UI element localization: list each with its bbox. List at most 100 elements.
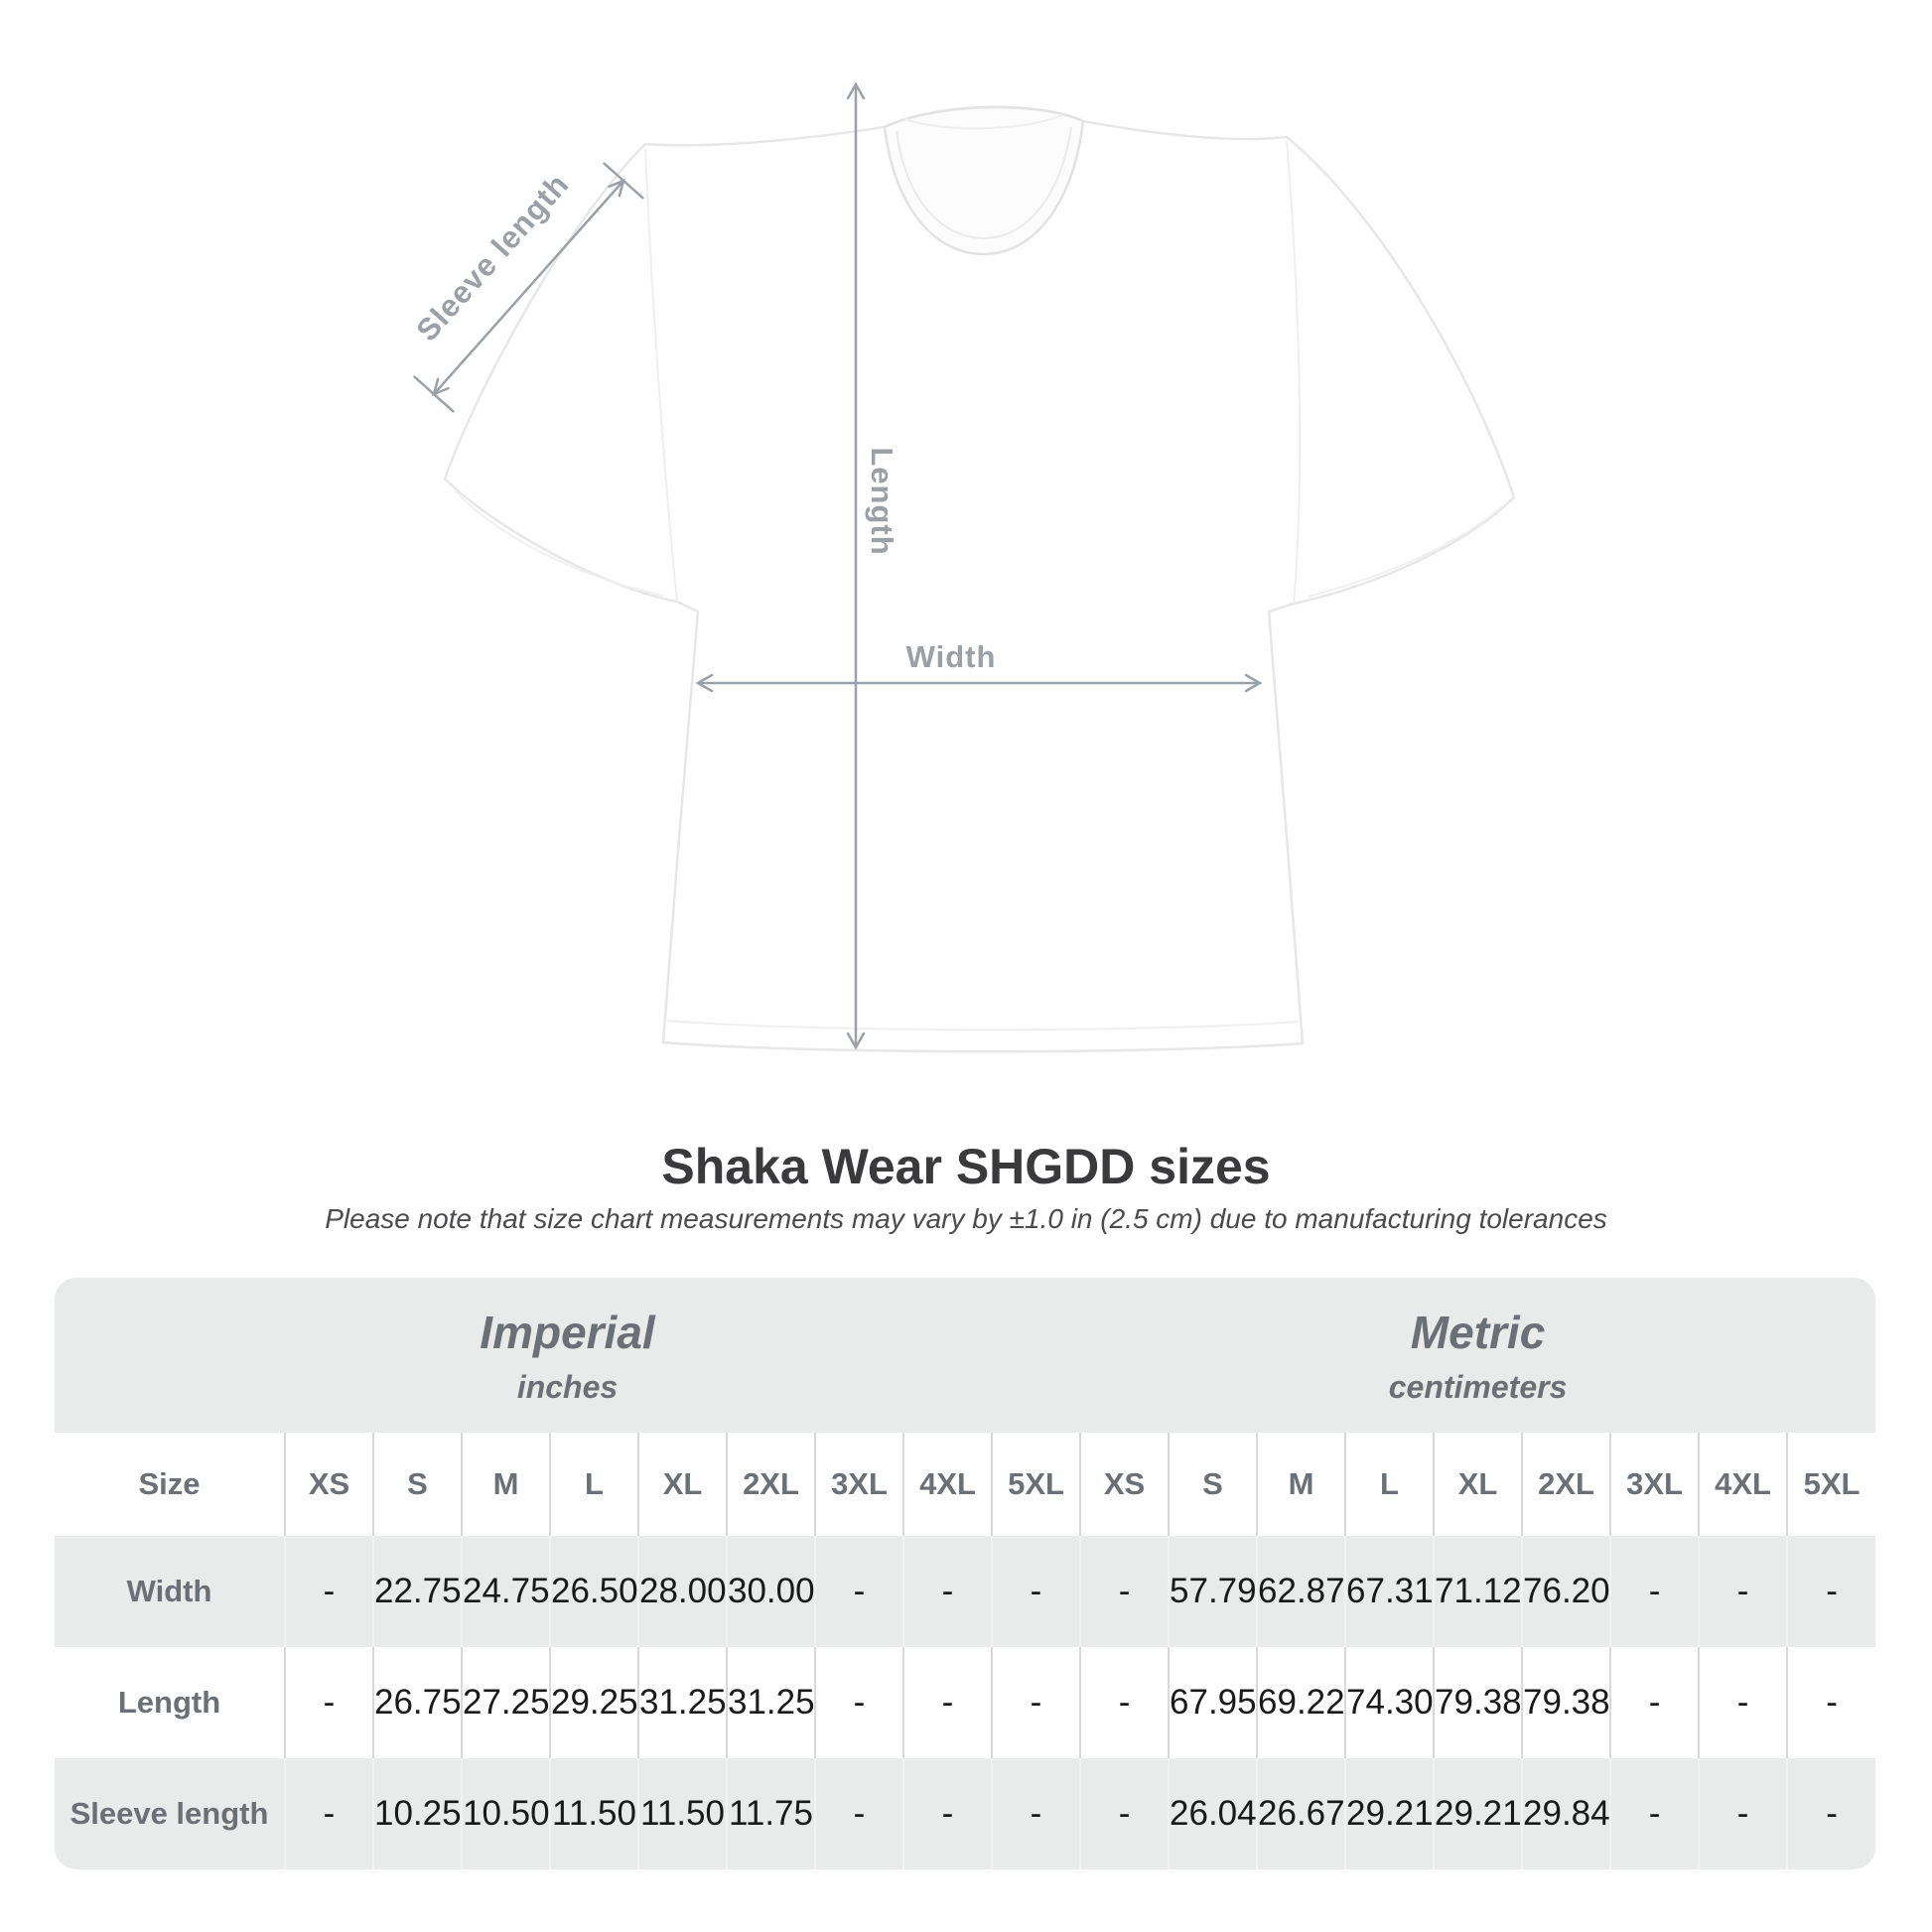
size-header-metric-3xl: 3XL — [1609, 1433, 1700, 1536]
right-sleeve-stitch — [1307, 505, 1503, 598]
width-metric-4xl: - — [1698, 1536, 1788, 1647]
width-arrow — [695, 673, 1263, 693]
length-row: Length - 26.75 27.25 29.25 31.25 31.25 -… — [55, 1647, 1875, 1758]
size-header-metric-5xl: 5XL — [1786, 1433, 1875, 1536]
length-metric-m: 69.22 — [1256, 1647, 1346, 1758]
width-metric-5xl: - — [1786, 1536, 1875, 1647]
sleeve-metric-xl: 29.21 — [1433, 1758, 1523, 1869]
sleeve-imperial-m: 10.50 — [461, 1758, 550, 1869]
left-sleeve-stitch — [454, 489, 664, 597]
width-row: Width - 22.75 24.75 26.50 28.00 30.00 - … — [55, 1536, 1875, 1647]
size-header-imperial-xl: XL — [637, 1433, 727, 1536]
sleeve-metric-xs: - — [1079, 1758, 1170, 1869]
width-imperial-3xl: - — [814, 1536, 903, 1647]
length-metric-4xl: - — [1698, 1647, 1788, 1758]
size-header-imperial-s: S — [372, 1433, 462, 1536]
width-imperial-l: 26.50 — [549, 1536, 638, 1647]
length-imperial-2xl: 31.25 — [726, 1647, 815, 1758]
imperial-unit-label: inches — [516, 1368, 619, 1405]
size-header-imperial-5xl: 5XL — [990, 1433, 1081, 1536]
width-metric-s: 57.79 — [1168, 1536, 1258, 1647]
sleeve-metric-l: 29.21 — [1344, 1758, 1435, 1869]
sleeve-imperial-3xl: - — [814, 1758, 903, 1869]
metric-group-header: Metric centimeters — [1080, 1278, 1875, 1433]
width-metric-2xl: 76.20 — [1521, 1536, 1611, 1647]
sleeve-imperial-2xl: 11.75 — [726, 1758, 815, 1869]
size-header-metric-4xl: 4XL — [1698, 1433, 1788, 1536]
length-imperial-4xl: - — [902, 1647, 992, 1758]
size-header-imperial-xs: XS — [284, 1433, 373, 1536]
width-imperial-xl: 28.00 — [637, 1536, 727, 1647]
right-sleeve-seam — [1286, 140, 1302, 605]
size-header-imperial-m: M — [461, 1433, 550, 1536]
length-label: Length — [865, 447, 899, 555]
sleeve-metric-4xl: - — [1698, 1758, 1788, 1869]
width-metric-l: 67.31 — [1344, 1536, 1435, 1647]
width-imperial-m: 24.75 — [461, 1536, 550, 1647]
sleeve-length-row: Sleeve length - 10.25 10.50 11.50 11.50 … — [55, 1758, 1875, 1869]
size-header-metric-xl: XL — [1433, 1433, 1523, 1536]
size-header-metric-xs: XS — [1079, 1433, 1170, 1536]
sleeve-metric-2xl: 29.84 — [1521, 1758, 1611, 1869]
sleeve-metric-3xl: - — [1609, 1758, 1700, 1869]
size-header-imperial-3xl: 3XL — [814, 1433, 903, 1536]
length-imperial-5xl: - — [990, 1647, 1081, 1758]
length-metric-xs: - — [1079, 1647, 1170, 1758]
sleeve-metric-s: 26.04 — [1168, 1758, 1258, 1869]
width-row-label: Width — [126, 1574, 212, 1608]
sleeve-metric-m: 26.67 — [1256, 1758, 1346, 1869]
length-metric-l: 74.30 — [1344, 1647, 1435, 1758]
length-metric-xl: 79.38 — [1433, 1647, 1523, 1758]
imperial-group-header: Imperial inches — [55, 1278, 1080, 1433]
sleeve-imperial-5xl: - — [990, 1758, 1081, 1869]
length-row-label: Length — [117, 1685, 221, 1720]
size-header-metric-m: M — [1256, 1433, 1346, 1536]
width-imperial-xs: - — [284, 1536, 373, 1647]
length-imperial-s: 26.75 — [372, 1647, 462, 1758]
unit-band-row: Imperial inches Metric centimeters — [55, 1278, 1875, 1433]
length-metric-5xl: - — [1786, 1647, 1875, 1758]
length-imperial-m: 27.25 — [461, 1647, 550, 1758]
size-header-imperial-l: L — [549, 1433, 638, 1536]
width-label: Width — [906, 639, 997, 674]
tshirt-diagram: Length Width Sleeve length — [409, 81, 1516, 1053]
size-header-imperial-2xl: 2XL — [726, 1433, 815, 1536]
width-metric-xl: 71.12 — [1433, 1536, 1523, 1647]
sleeve-row-label: Sleeve length — [69, 1796, 269, 1831]
width-metric-m: 62.87 — [1256, 1536, 1346, 1647]
sleeve-imperial-4xl: - — [902, 1758, 992, 1869]
left-sleeve-seam — [644, 148, 678, 603]
tshirt-body — [443, 105, 1516, 1053]
metric-label: Metric — [1410, 1306, 1546, 1358]
width-imperial-s: 22.75 — [372, 1536, 462, 1647]
length-imperial-xl: 31.25 — [637, 1647, 727, 1758]
size-header-row: Size XS S M L XL 2XL 3XL 4XL 5XL XS S M … — [55, 1433, 1875, 1536]
tshirt-illustration — [443, 105, 1516, 1053]
sleeve-imperial-l: 11.50 — [549, 1758, 638, 1869]
sleeve-imperial-xl: 11.50 — [637, 1758, 727, 1869]
length-imperial-xs: - — [284, 1647, 373, 1758]
size-header-metric-s: S — [1168, 1433, 1258, 1536]
length-imperial-3xl: - — [814, 1647, 903, 1758]
width-metric-3xl: - — [1609, 1536, 1700, 1647]
size-table-container: Imperial inches Metric centimeters Size … — [55, 1278, 1875, 1869]
width-imperial-5xl: - — [990, 1536, 1081, 1647]
sleeve-imperial-xs: - — [284, 1758, 373, 1869]
size-header-metric-l: L — [1344, 1433, 1435, 1536]
length-metric-2xl: 79.38 — [1521, 1647, 1611, 1758]
length-metric-s: 67.95 — [1168, 1647, 1258, 1758]
sleeve-metric-5xl: - — [1786, 1758, 1875, 1869]
size-column-header: Size — [138, 1466, 201, 1501]
length-imperial-l: 29.25 — [549, 1647, 638, 1758]
tolerance-note: Please note that size chart measurements… — [325, 1203, 1607, 1234]
length-metric-3xl: - — [1609, 1647, 1700, 1758]
length-arrow — [846, 81, 866, 1050]
size-table: Imperial inches Metric centimeters Size … — [55, 1278, 1875, 1869]
page-title: Shaka Wear SHGDD sizes — [661, 1139, 1271, 1194]
hem-stitch — [666, 1020, 1300, 1032]
collar-back-line — [904, 114, 1063, 130]
metric-unit-label: centimeters — [1388, 1368, 1568, 1405]
width-imperial-2xl: 30.00 — [726, 1536, 815, 1647]
imperial-label: Imperial — [480, 1306, 655, 1358]
size-header-imperial-4xl: 4XL — [902, 1433, 992, 1536]
